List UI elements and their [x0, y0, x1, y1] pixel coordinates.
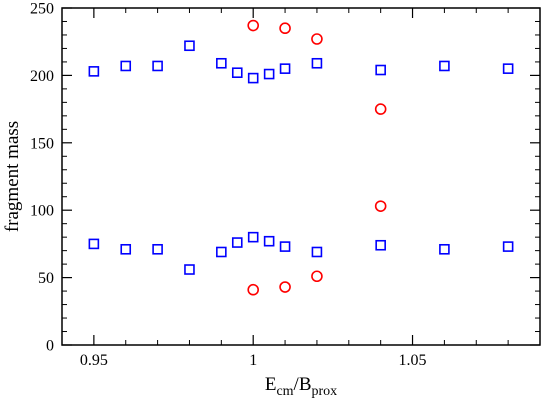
square-marker	[216, 246, 227, 258]
y-tick-label: 200	[30, 68, 54, 85]
x-axis-title: Ecm/Bprox	[265, 374, 337, 399]
circle-marker	[374, 200, 387, 212]
circle-marker	[374, 103, 387, 115]
square-marker	[279, 241, 291, 252]
square-marker	[120, 60, 132, 72]
x-axis-title-sep: /B	[294, 374, 312, 395]
square-marker	[247, 72, 259, 84]
data-points	[88, 19, 514, 296]
square-marker	[263, 235, 275, 247]
x-axis-title-sub-cm: cm	[276, 384, 293, 399]
square-marker	[184, 264, 195, 275]
square-marker	[502, 241, 514, 252]
square-marker	[375, 64, 386, 76]
square-marker	[311, 246, 323, 258]
circle-marker	[247, 283, 259, 296]
circle-marker	[279, 281, 291, 293]
x-axis-title-main: E	[265, 374, 277, 395]
y-tick-label: 100	[30, 203, 54, 220]
square-marker	[263, 68, 275, 80]
square-marker	[120, 243, 132, 255]
axis-ticks	[61, 7, 541, 346]
square-marker	[152, 243, 163, 255]
square-marker	[231, 237, 243, 248]
square-marker	[439, 60, 450, 72]
square-marker	[502, 63, 514, 74]
y-axis-title: fragment mass	[2, 121, 23, 232]
y-tick-label: 150	[30, 135, 54, 152]
tick-labels: 0.95 1 1.05 0 50 100 150 200 250	[30, 1, 427, 370]
square-marker	[152, 60, 163, 72]
y-tick-label: 0	[46, 338, 54, 355]
square-marker	[216, 57, 227, 69]
square-marker	[375, 239, 386, 251]
square-marker	[279, 63, 291, 74]
square-marker	[88, 238, 100, 250]
square-marker	[247, 231, 259, 243]
circle-marker	[311, 270, 323, 283]
square-marker	[231, 67, 243, 79]
square-marker	[439, 243, 450, 255]
square-marker	[88, 66, 100, 77]
x-tick-label: 0.95	[80, 352, 108, 369]
square-marker	[311, 57, 323, 69]
plot-frame	[61, 7, 541, 346]
x-axis-title-sub-prox: prox	[312, 384, 338, 399]
x-tick-label: 1	[249, 352, 257, 369]
y-tick-label: 250	[30, 1, 54, 18]
square-marker	[184, 40, 195, 52]
circle-marker	[247, 19, 259, 32]
y-tick-label: 50	[38, 270, 54, 287]
x-tick-label: 1.05	[399, 352, 427, 369]
circle-marker	[279, 22, 291, 35]
circle-marker	[311, 33, 323, 45]
